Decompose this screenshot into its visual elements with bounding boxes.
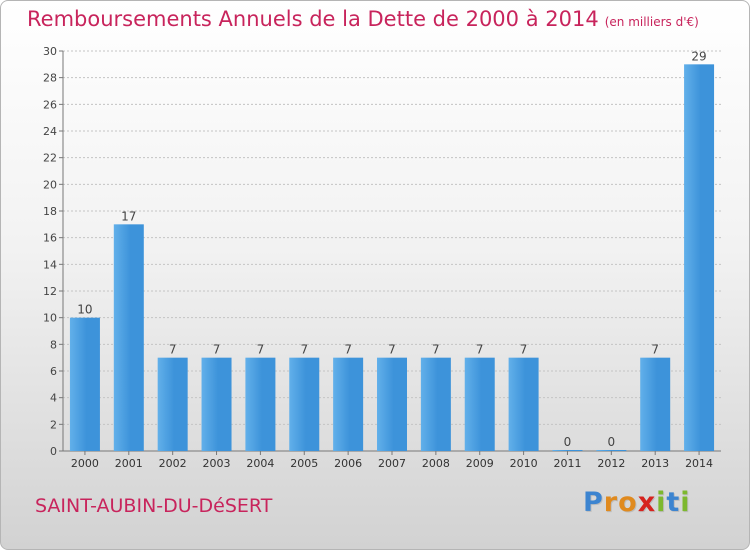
data-label-2003: 7	[213, 343, 221, 357]
data-label-2002: 7	[169, 343, 177, 357]
data-label-2009: 7	[476, 343, 484, 357]
x-tick-label-2011: 2011	[553, 457, 581, 470]
x-tick-label-2006: 2006	[334, 457, 362, 470]
y-tick-label: 24	[43, 125, 57, 138]
bar-2002	[157, 357, 188, 451]
y-tick-label: 8	[50, 338, 57, 351]
chart-unit: (en milliers d'€)	[604, 15, 699, 29]
bar-2004	[245, 357, 276, 451]
x-tick-label-2001: 2001	[115, 457, 143, 470]
y-tick-label: 12	[43, 285, 57, 298]
chart-title-text: Remboursements Annuels de la Dette de 20…	[27, 7, 599, 31]
y-tick-label: 20	[43, 178, 57, 191]
bar-2009	[464, 357, 495, 451]
x-tick-label-2013: 2013	[641, 457, 669, 470]
x-tick-label-2005: 2005	[290, 457, 318, 470]
bar-2007	[377, 357, 407, 451]
bar-2013	[640, 357, 671, 451]
y-tick-label: 14	[43, 258, 57, 271]
x-tick-label-2004: 2004	[246, 457, 274, 470]
x-tick-label-2008: 2008	[422, 457, 450, 470]
y-tick-label: 30	[43, 45, 57, 58]
y-tick-label: 10	[43, 312, 57, 325]
data-label-2011: 0	[564, 435, 572, 449]
logo-letter: t	[666, 487, 681, 518]
bar-2012	[596, 450, 627, 451]
x-tick-label-2009: 2009	[466, 457, 494, 470]
data-label-2006: 7	[344, 343, 352, 357]
y-tick-label: 22	[43, 152, 57, 165]
proxiti-logo: Proxiti	[583, 487, 691, 518]
bar-2006	[333, 357, 364, 451]
bar-2014	[684, 64, 715, 452]
data-label-2007: 7	[388, 343, 396, 357]
bar-2010	[508, 357, 539, 451]
x-tick-label-2003: 2003	[203, 457, 231, 470]
y-tick-label: 26	[43, 98, 57, 111]
town-name: SAINT-AUBIN-DU-DéSERT	[35, 495, 273, 517]
data-label-2004: 7	[257, 343, 265, 357]
x-tick-label-2010: 2010	[510, 457, 538, 470]
x-tick-label-2014: 2014	[685, 457, 713, 470]
data-label-2010: 7	[520, 343, 528, 357]
labels: 10 2000 17 2001 7 2002 7 2003 7 2004 7 2005 7 2006 7 20…	[71, 49, 713, 470]
chart-title: Remboursements Annuels de la Dette de 20…	[27, 7, 699, 31]
bar-2011	[552, 450, 583, 451]
bar-2001	[113, 224, 144, 451]
logo-letter: i	[680, 487, 691, 518]
data-label-2014: 29	[691, 49, 706, 63]
x-tick-label-2012: 2012	[597, 457, 625, 470]
y-tick-label: 28	[43, 72, 57, 85]
bar-2008	[420, 357, 451, 451]
logo-letter: r	[603, 487, 619, 518]
x-tick-label-2002: 2002	[159, 457, 187, 470]
data-label-2013: 7	[651, 343, 659, 357]
y-tick-label: 0	[50, 445, 57, 458]
bar-2003	[201, 357, 232, 451]
y-tick-label: 4	[50, 392, 57, 405]
data-label-2001: 17	[121, 209, 136, 223]
bar-2005	[289, 357, 320, 451]
data-label-2012: 0	[608, 435, 616, 449]
logo-letter: x	[637, 487, 657, 518]
bars	[69, 64, 715, 452]
data-label-2008: 7	[432, 343, 440, 357]
y-tick-label: 6	[50, 365, 57, 378]
y-tick-label: 18	[43, 205, 57, 218]
data-label-2000: 10	[77, 303, 92, 317]
y-tick-label: 16	[43, 232, 57, 245]
x-tick-label-2000: 2000	[71, 457, 99, 470]
x-tick-label-2007: 2007	[378, 457, 406, 470]
bar-2000	[69, 317, 100, 451]
logo-letter: P	[583, 487, 604, 518]
logo-letter: o	[618, 487, 638, 518]
data-label-2005: 7	[300, 343, 308, 357]
logo-letter: i	[656, 487, 667, 518]
y-tick-label: 2	[50, 418, 57, 431]
